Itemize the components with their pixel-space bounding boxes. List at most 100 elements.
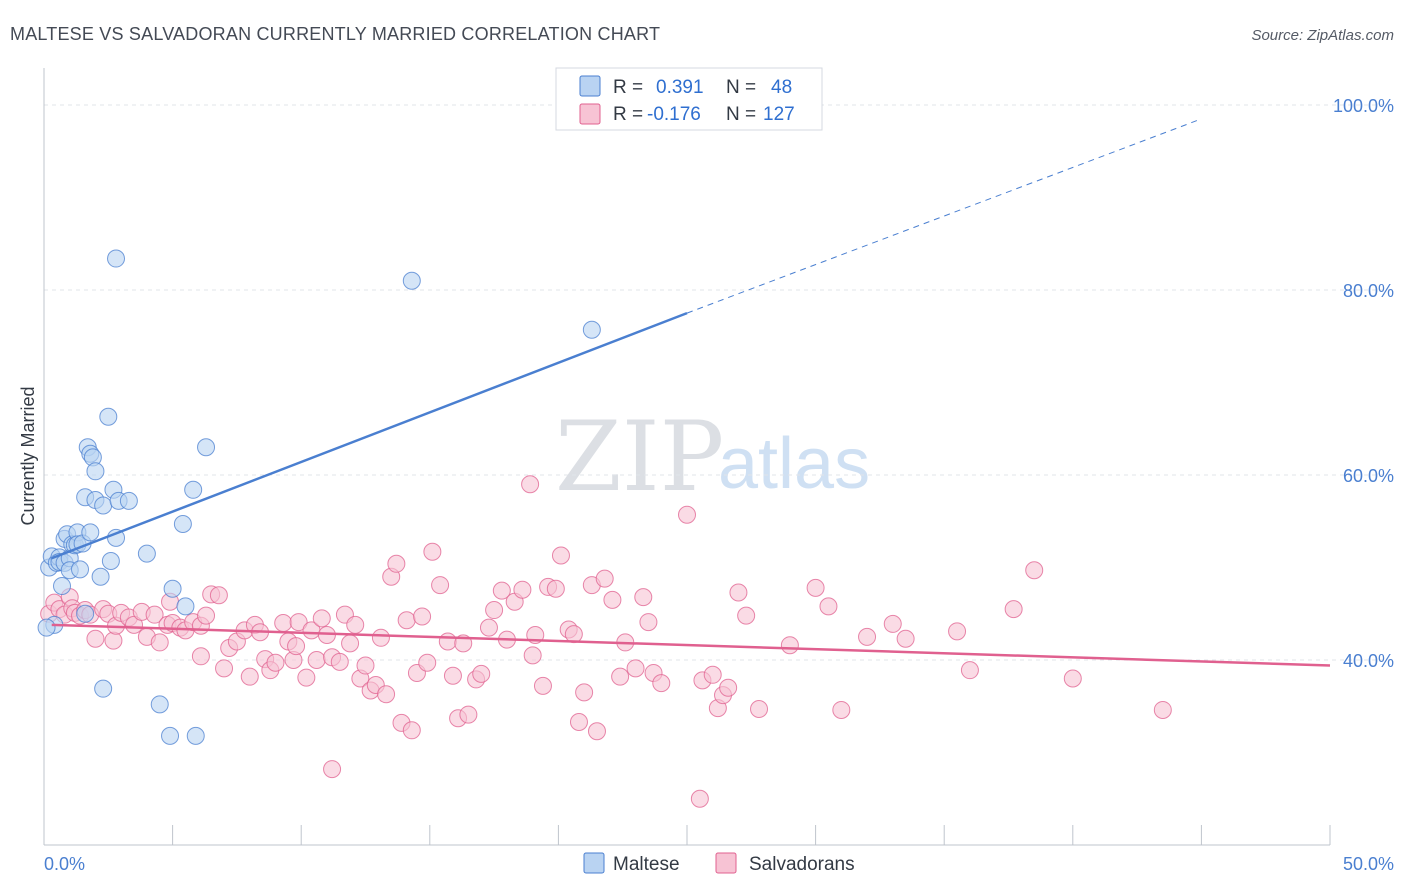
salvadoran-point — [191, 647, 210, 666]
maltese-point — [81, 523, 100, 542]
salvadoran-point — [703, 665, 722, 684]
maltese-point — [86, 462, 105, 481]
legend-salvadoran-n-label: N = — [726, 104, 756, 125]
y-tick-labels: 40.0% 60.0% 80.0% 100.0% — [1333, 96, 1394, 671]
maltese-point — [137, 544, 156, 563]
legend-salvadoran-r-label: R = — [613, 104, 643, 125]
salvadoran-point — [346, 615, 365, 634]
salvadoran-point — [266, 653, 285, 672]
salvadoran-point — [719, 678, 738, 697]
y-tick-label-100: 100.0% — [1333, 96, 1394, 116]
y-tick-label-60: 60.0% — [1343, 466, 1394, 486]
maltese-point — [176, 597, 195, 616]
salvadoran-point — [896, 629, 915, 648]
maltese-point — [186, 726, 205, 745]
salvadoran-point — [521, 475, 540, 494]
salvadoran-point — [423, 542, 442, 561]
salvadoran-point — [418, 653, 437, 672]
salvadoran-point — [551, 546, 570, 565]
y-tick-label-80: 80.0% — [1343, 281, 1394, 301]
maltese-point — [71, 560, 90, 579]
salvadoran-point — [1004, 600, 1023, 619]
salvadoran-point — [603, 590, 622, 609]
maltese-point — [163, 579, 182, 598]
salvadoran-point — [780, 636, 799, 655]
salvadoran-point — [413, 607, 432, 626]
salvadoran-point — [587, 722, 606, 741]
salvadoran-point — [307, 651, 326, 669]
salvadoran-point — [215, 659, 234, 678]
salvadoran-point — [377, 685, 396, 704]
salvadoran-point — [737, 606, 756, 625]
maltese-point — [150, 695, 169, 714]
legend-maltese-n-value: 48 — [771, 77, 792, 98]
legend-bottom: Maltese Salvadorans — [583, 852, 855, 875]
salvadoran-point — [330, 652, 349, 671]
salvadoran-point — [858, 627, 877, 646]
salvadoran-point — [197, 606, 216, 625]
maltese-point — [119, 491, 138, 510]
y-tick-label-40: 40.0% — [1343, 651, 1394, 671]
salvadoran-trendline — [51, 623, 1331, 667]
legend-top: R = 0.391 N = 48 R = -0.176 N = 127 — [555, 67, 823, 131]
salvadoran-point — [750, 700, 769, 719]
maltese-point — [197, 438, 216, 457]
salvadoran-point — [626, 659, 645, 678]
salvadoran-point — [492, 581, 511, 600]
salvadoran-point — [402, 721, 421, 740]
legend-bottom-maltese-swatch — [583, 852, 605, 874]
salvadoran-point — [86, 629, 105, 648]
maltese-point — [101, 552, 120, 571]
salvadoran-point — [1063, 669, 1082, 688]
salvadoran-point — [150, 633, 169, 652]
maltese-point — [94, 679, 113, 698]
salvadoran-point — [1153, 700, 1172, 719]
salvadoran-point — [274, 614, 293, 632]
salvadoran-point — [533, 676, 552, 695]
salvadoran-point — [287, 637, 306, 656]
salvadoran-point — [678, 505, 696, 524]
maltese-point — [94, 496, 113, 515]
maltese-point — [107, 249, 126, 268]
salvadoran-point — [438, 632, 457, 651]
maltese-trendline-extension — [686, 118, 1202, 314]
legend-salvadoran-n-value: 127 — [763, 104, 795, 125]
salvadorans-points — [40, 475, 1172, 808]
chart-title: MALTESE VS SALVADORAN CURRENTLY MARRIED … — [10, 24, 660, 44]
salvadoran-point — [443, 666, 462, 685]
salvadoran-point — [611, 667, 630, 686]
salvadoran-point — [819, 597, 838, 616]
salvadoran-point — [209, 586, 228, 605]
salvadoran-point — [523, 646, 542, 665]
trendlines — [51, 118, 1331, 667]
salvadoran-point — [595, 569, 614, 588]
maltese-point — [37, 618, 56, 637]
maltese-point — [184, 480, 203, 499]
maltese-point — [99, 407, 118, 426]
salvadoran-point — [690, 789, 709, 808]
legend-salvadoran-r-value: -0.176 — [647, 104, 701, 125]
salvadoran-point — [883, 614, 902, 633]
watermark: ZIP atlas — [555, 401, 870, 513]
salvadoran-point — [806, 578, 825, 597]
maltese-point — [91, 567, 110, 586]
maltese-point — [53, 577, 72, 595]
salvadoran-point — [513, 580, 532, 599]
salvadoran-point — [341, 634, 360, 653]
legend-salvadoran-swatch — [579, 103, 601, 125]
salvadoran-point — [652, 674, 671, 693]
maltese-point — [161, 726, 180, 745]
chart-source: Source: ZipAtlas.com — [1251, 27, 1394, 44]
salvadoran-point — [104, 631, 123, 650]
salvadoran-point — [431, 576, 450, 595]
salvadoran-point — [948, 622, 967, 641]
maltese-points — [37, 249, 601, 745]
x-tick-marks — [43, 825, 1331, 845]
salvadoran-point — [371, 628, 390, 647]
salvadoran-point — [356, 656, 375, 675]
x-tick-label-min: 0.0% — [44, 854, 85, 874]
grid — [44, 104, 1394, 661]
maltese-point — [402, 271, 421, 290]
legend-maltese-n-label: N = — [726, 77, 756, 98]
salvadoran-point — [485, 601, 504, 620]
